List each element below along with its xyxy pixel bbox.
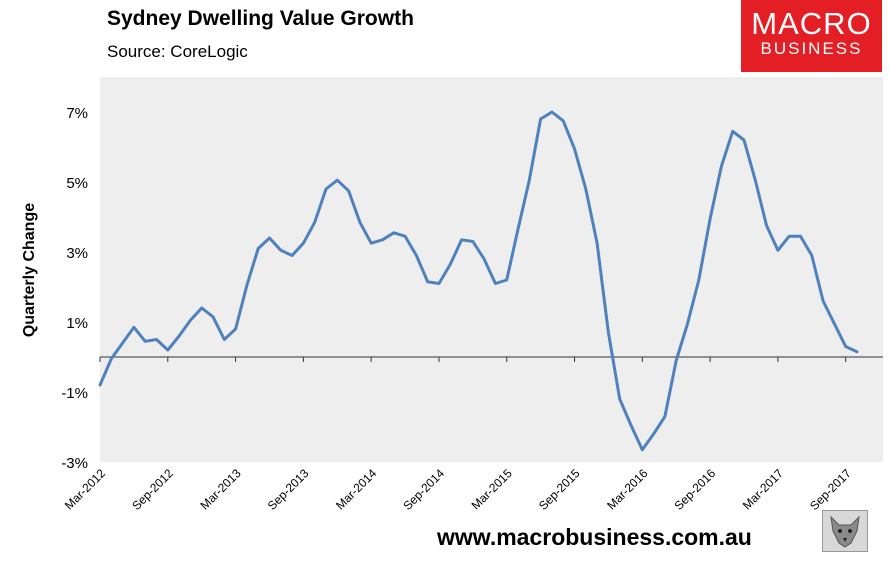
chart-subtitle: Source: CoreLogic <box>107 42 248 61</box>
x-tick-label: Mar-2016 <box>604 466 650 512</box>
x-tick-label: Sep-2016 <box>672 466 719 513</box>
y-tick-label: 1% <box>66 315 88 332</box>
logo-line-2: BUSINESS <box>760 39 863 58</box>
series-line <box>98 110 859 452</box>
y-tick-label: -3% <box>61 455 88 472</box>
x-tick-label: Mar-2012 <box>62 466 108 512</box>
x-tick-label: Sep-2015 <box>536 466 583 513</box>
y-tick-label: 5% <box>66 175 88 192</box>
chart-title: Sydney Dwelling Value Growth <box>107 7 414 30</box>
x-tick-label: Sep-2014 <box>400 466 447 513</box>
x-tick-label: Sep-2012 <box>129 466 176 513</box>
wolf-logo-icon <box>822 510 868 552</box>
x-tick-label: Sep-2017 <box>807 466 854 513</box>
y-tick-label: 7% <box>66 105 88 122</box>
y-tick-label: 3% <box>66 245 88 262</box>
plot-area <box>100 77 883 462</box>
x-tick-label: Mar-2013 <box>197 466 243 512</box>
x-tick-label: Mar-2015 <box>469 466 515 512</box>
logo-line-1: MACRO <box>751 6 872 41</box>
footer-url: www.macrobusiness.com.au <box>437 524 752 550</box>
y-tick-label: -1% <box>61 385 88 402</box>
x-tick-label: Mar-2017 <box>740 466 786 512</box>
x-tick-label: Mar-2014 <box>333 466 379 512</box>
x-tick-label: Sep-2013 <box>265 466 312 513</box>
macrobusiness-logo: MACRO BUSINESS <box>741 0 882 72</box>
y-axis-label: Quarterly Change <box>21 202 38 338</box>
